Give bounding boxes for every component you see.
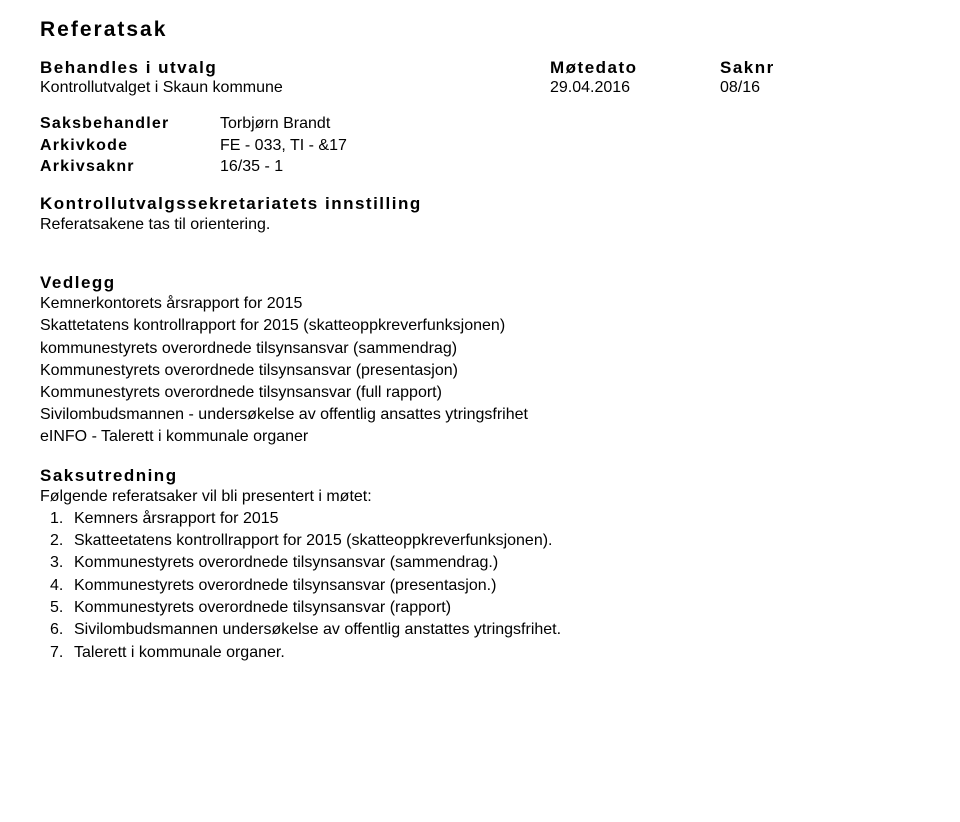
meeting-date: 29.04.2016 <box>550 79 720 97</box>
list-item-text: Kemners årsrapport for 2015 <box>74 508 279 530</box>
value-arkivkode: FE - 033, TI - &17 <box>220 135 347 157</box>
vedlegg-item: eINFO - Talerett i kommunale organer <box>40 426 920 448</box>
value-saksbehandler: Torbjørn Brandt <box>220 113 330 135</box>
value-arkivsaknr: 16/35 - 1 <box>220 156 283 178</box>
header-saknr: Saknr <box>720 58 775 78</box>
vedlegg-block: Vedlegg Kemnerkontorets årsrapport for 2… <box>40 273 920 448</box>
info-row-arkivkode: Arkivkode FE - 033, TI - &17 <box>40 135 920 157</box>
vedlegg-item: kommunestyrets overordnede tilsynsansvar… <box>40 338 920 360</box>
innstilling-text: Referatsakene tas til orientering. <box>40 214 920 236</box>
meeting-utvalg: Kontrollutvalget i Skaun kommune <box>40 79 550 97</box>
list-item-text: Kommunestyrets overordnede tilsynsansvar… <box>74 575 496 597</box>
list-item-number: 5. <box>40 597 74 619</box>
saksutredning-item: 3.Kommunestyrets overordnede tilsynsansv… <box>40 552 920 574</box>
list-item-text: Kommunestyrets overordnede tilsynsansvar… <box>74 597 451 619</box>
list-item-number: 6. <box>40 619 74 641</box>
innstilling-heading: Kontrollutvalgssekretariatets innstillin… <box>40 194 920 214</box>
info-row-arkivsaknr: Arkivsaknr 16/35 - 1 <box>40 156 920 178</box>
saksutredning-intro: Følgende referatsaker vil bli presentert… <box>40 486 920 508</box>
label-saksbehandler: Saksbehandler <box>40 113 220 135</box>
list-item-text: Sivilombudsmannen undersøkelse av offent… <box>74 619 561 641</box>
label-arkivkode: Arkivkode <box>40 135 220 157</box>
vedlegg-list: Kemnerkontorets årsrapport for 2015Skatt… <box>40 293 920 448</box>
vedlegg-item: Kommunestyrets overordnede tilsynsansvar… <box>40 382 920 404</box>
saksutredning-item: 5.Kommunestyrets overordnede tilsynsansv… <box>40 597 920 619</box>
label-arkivsaknr: Arkivsaknr <box>40 156 220 178</box>
saksutredning-block: Saksutredning Følgende referatsaker vil … <box>40 466 920 664</box>
list-item-number: 3. <box>40 552 74 574</box>
vedlegg-item: Skattetatens kontrollrapport for 2015 (s… <box>40 315 920 337</box>
saksutredning-item: 1.Kemners årsrapport for 2015 <box>40 508 920 530</box>
list-item-number: 2. <box>40 530 74 552</box>
list-item-number: 1. <box>40 508 74 530</box>
list-item-text: Kommunestyrets overordnede tilsynsansvar… <box>74 552 498 574</box>
vedlegg-item: Kommunestyrets overordnede tilsynsansvar… <box>40 360 920 382</box>
vedlegg-heading: Vedlegg <box>40 273 920 293</box>
meeting-header-row: Behandles i utvalg Møtedato Saknr <box>40 58 920 78</box>
vedlegg-item: Sivilombudsmannen - undersøkelse av offe… <box>40 404 920 426</box>
meeting-saknr: 08/16 <box>720 79 760 97</box>
saksutredning-item: 4.Kommunestyrets overordnede tilsynsansv… <box>40 575 920 597</box>
list-item-text: Skatteetatens kontrollrapport for 2015 (… <box>74 530 553 552</box>
vedlegg-item: Kemnerkontorets årsrapport for 2015 <box>40 293 920 315</box>
saksutredning-heading: Saksutredning <box>40 466 920 486</box>
list-item-number: 4. <box>40 575 74 597</box>
document-title: Referatsak <box>40 18 920 42</box>
header-motedato: Møtedato <box>550 58 720 78</box>
saksutredning-item: 2.Skatteetatens kontrollrapport for 2015… <box>40 530 920 552</box>
info-row-saksbehandler: Saksbehandler Torbjørn Brandt <box>40 113 920 135</box>
saksutredning-item: 7.Talerett i kommunale organer. <box>40 642 920 664</box>
header-utvalg: Behandles i utvalg <box>40 58 550 78</box>
list-item-text: Talerett i kommunale organer. <box>74 642 285 664</box>
saksutredning-item: 6.Sivilombudsmannen undersøkelse av offe… <box>40 619 920 641</box>
list-item-number: 7. <box>40 642 74 664</box>
info-block: Saksbehandler Torbjørn Brandt Arkivkode … <box>40 113 920 178</box>
saksutredning-list: 1.Kemners årsrapport for 20152.Skatteeta… <box>40 508 920 665</box>
meeting-data-row: Kontrollutvalget i Skaun kommune 29.04.2… <box>40 79 920 97</box>
